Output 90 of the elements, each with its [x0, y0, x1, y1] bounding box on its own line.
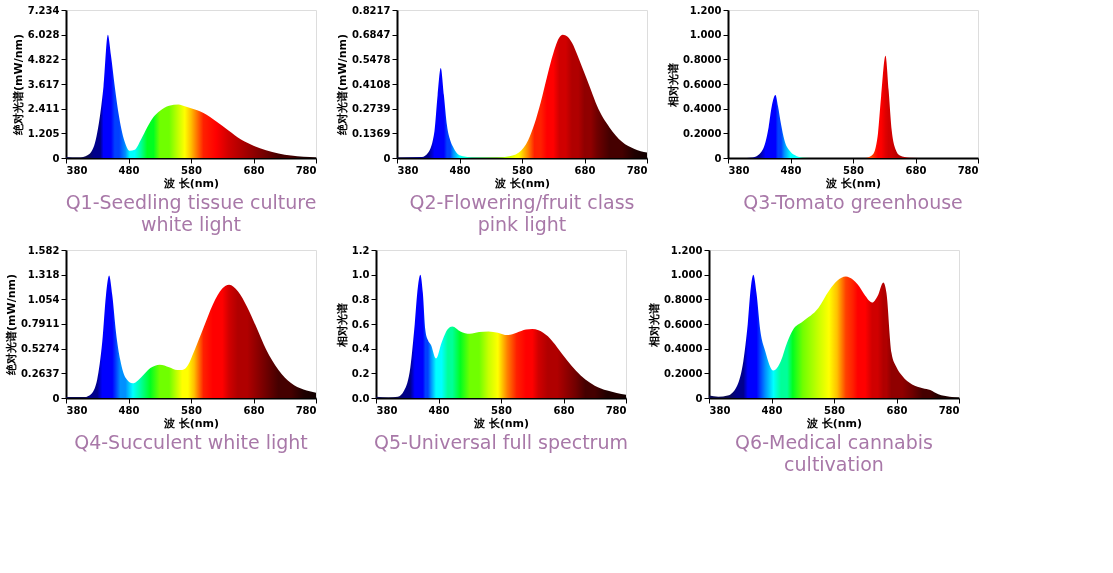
- text: Q4-Succulent white light: [74, 431, 308, 453]
- y-tick-label: 0.5478: [351, 53, 391, 65]
- y-tick-label: 0.4000: [663, 343, 703, 355]
- y-tick-label: 0.0: [351, 392, 370, 404]
- x-axis-title: 波 长(nm): [162, 176, 220, 190]
- y-tick-label: 1.0: [351, 269, 370, 281]
- x-tick-label: 580: [843, 164, 864, 176]
- y-tick-label: 1.2: [351, 244, 370, 256]
- y-axis-title: 绝对光谱(mW/nm): [4, 274, 18, 376]
- x-tick-label: 680: [886, 404, 908, 416]
- y-tick-label: 0: [714, 152, 722, 164]
- x-tick-label: 680: [553, 404, 575, 416]
- x-tick-label: 780: [295, 404, 317, 416]
- y-tick-label: 0.8: [351, 293, 370, 305]
- x-tick-label: 480: [118, 404, 140, 416]
- y-axis-title: 相对光谱: [335, 302, 349, 348]
- y-tick-label: 3.617: [27, 78, 60, 90]
- x-tick-label: 780: [938, 404, 960, 416]
- y-tick-label: 0.8000: [682, 53, 722, 65]
- x-tick-label: 380: [728, 164, 750, 176]
- x-tick-label: 480: [449, 164, 471, 176]
- y-tick-label: 0: [52, 152, 60, 164]
- x-tick-label: 780: [626, 164, 648, 176]
- y-tick-label: 1.200: [670, 244, 703, 256]
- y-axis-title: 绝对光谱(mW/nm): [335, 34, 349, 136]
- y-tick-label: 1.054: [27, 293, 60, 305]
- x-axis-title: 波 长(nm): [162, 416, 220, 430]
- y-tick-label: 0.2637: [20, 367, 60, 379]
- x-tick-label: 680: [574, 164, 596, 176]
- y-tick-label: 0.2: [351, 367, 370, 379]
- y-tick-label: 6.028: [27, 29, 60, 41]
- x-axis-title: 波 长(nm): [472, 416, 530, 430]
- y-tick-label: 0.8000: [663, 293, 703, 305]
- text: Q2-Flowering/fruit class pink light: [409, 191, 635, 235]
- x-tick-label: 780: [295, 164, 317, 176]
- x-tick-label: 480: [118, 164, 140, 176]
- y-tick-label: 0.7911: [20, 318, 60, 330]
- y-tick-label: 0.2000: [682, 127, 722, 139]
- x-tick-label: 380: [66, 404, 88, 416]
- y-tick-label: 0.2000: [663, 367, 703, 379]
- x-tick-label: 380: [66, 164, 88, 176]
- y-tick-label: 1.000: [670, 269, 703, 281]
- x-axis-title: 波 长(nm): [805, 416, 863, 430]
- x-tick-label: 580: [512, 164, 533, 176]
- x-tick-label: 580: [824, 404, 845, 416]
- y-tick-label: 1.205: [27, 127, 60, 139]
- x-tick-label: 780: [605, 404, 627, 416]
- y-tick-label: 2.411: [27, 103, 60, 115]
- y-tick-label: 0.8217: [351, 4, 391, 16]
- text: Q3-Tomato greenhouse: [743, 191, 963, 213]
- y-tick-label: 1.000: [689, 29, 722, 41]
- text: Q5-Universal full spectrum: [374, 431, 628, 453]
- y-tick-label: 0.4000: [682, 103, 722, 115]
- x-tick-label: 680: [905, 164, 927, 176]
- y-tick-label: 0: [383, 152, 391, 164]
- text: Q1-Seedling tissue culture white light: [65, 191, 317, 235]
- x-tick-label: 380: [376, 404, 398, 416]
- text: Q6-Medical cannabis cultivation: [735, 431, 933, 475]
- y-tick-label: 0: [695, 392, 703, 404]
- y-tick-label: 0.2739: [351, 103, 391, 115]
- y-tick-label: 0: [52, 392, 60, 404]
- y-tick-label: 0.4: [351, 343, 370, 355]
- y-axis-title: 相对光谱: [647, 302, 661, 348]
- x-tick-label: 680: [243, 404, 265, 416]
- x-axis-title: 波 长(nm): [824, 176, 882, 190]
- y-tick-label: 0.6000: [682, 78, 722, 90]
- x-tick-label: 480: [761, 404, 783, 416]
- y-tick-label: 1.318: [27, 269, 60, 281]
- y-axis-title: 相对光谱: [666, 62, 680, 108]
- x-tick-label: 380: [709, 404, 731, 416]
- y-tick-label: 7.234: [27, 4, 60, 16]
- x-axis-title: 波 长(nm): [493, 176, 551, 190]
- y-tick-label: 1.200: [689, 4, 722, 16]
- y-tick-label: 0.6000: [663, 318, 703, 330]
- x-tick-label: 380: [397, 164, 419, 176]
- x-tick-label: 580: [181, 164, 202, 176]
- x-tick-label: 480: [428, 404, 450, 416]
- y-tick-label: 1.582: [27, 244, 60, 256]
- y-tick-label: 4.822: [27, 53, 60, 65]
- x-tick-label: 480: [780, 164, 802, 176]
- y-axis-title: 绝对光谱(mW/nm): [11, 34, 25, 136]
- x-tick-label: 680: [243, 164, 265, 176]
- y-tick-label: 0.1369: [351, 127, 391, 139]
- y-tick-label: 0.6: [351, 318, 370, 330]
- y-tick-label: 0.4108: [351, 78, 391, 90]
- x-tick-label: 780: [957, 164, 979, 176]
- x-tick-label: 580: [491, 404, 512, 416]
- y-tick-label: 0.5274: [20, 343, 60, 355]
- y-tick-label: 0.6847: [351, 29, 391, 41]
- x-tick-label: 580: [181, 404, 202, 416]
